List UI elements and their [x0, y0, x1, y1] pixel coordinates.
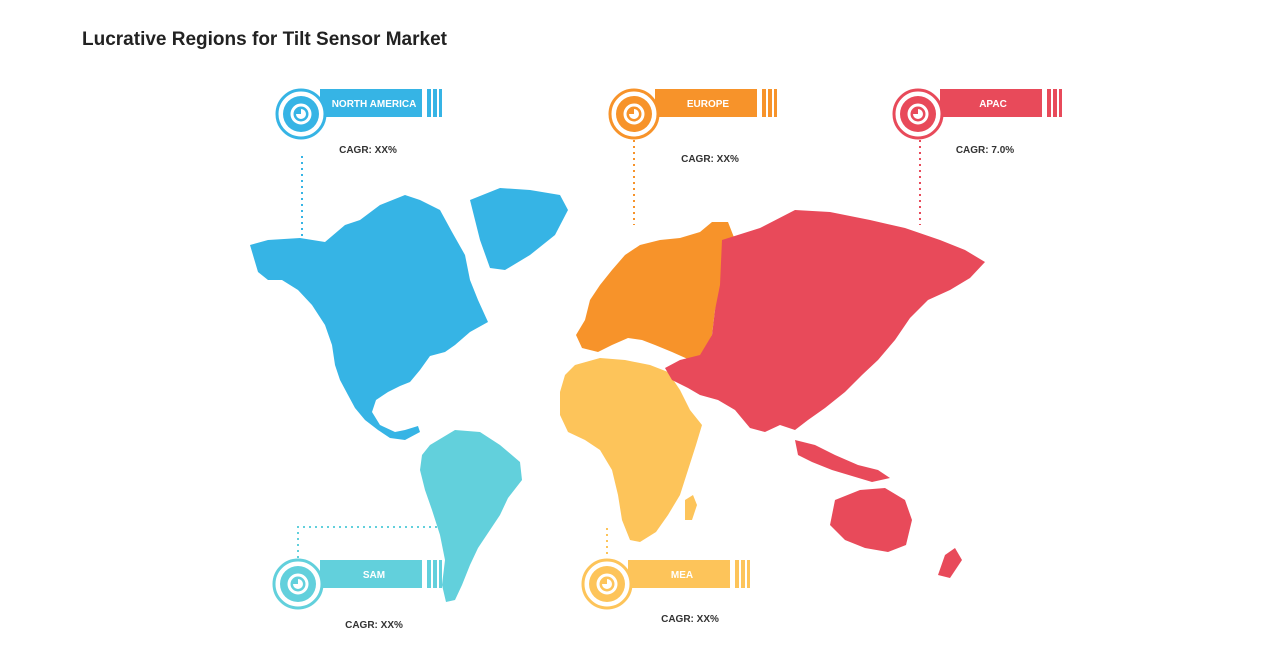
banner-stripe	[762, 89, 766, 117]
banner-stripe	[1053, 89, 1057, 117]
region-name: MEA	[671, 570, 693, 581]
banner-stripe	[768, 89, 772, 117]
label-banner	[320, 89, 422, 117]
region-badge-mea: MEA CAGR: XX%	[581, 558, 750, 625]
region-badge-europe: EUROPE CAGR: XX%	[608, 88, 777, 165]
region-badge-north-america: NORTH AMERICA CAGR: XX%	[275, 88, 442, 156]
region-badge-apac: APAC CAGR: 7.0%	[892, 88, 1062, 156]
banner-stripe	[1059, 89, 1062, 117]
banner-stripe	[735, 560, 739, 588]
banner-stripe	[427, 560, 431, 588]
leader-lines	[297, 140, 921, 558]
region-name: NORTH AMERICA	[332, 99, 417, 110]
banner-stripe	[439, 89, 442, 117]
banner-stripe	[741, 560, 745, 588]
banner-stripe	[433, 560, 437, 588]
region-cagr: CAGR: XX%	[339, 145, 397, 156]
page-title: Lucrative Regions for Tilt Sensor Market	[82, 29, 447, 50]
region-name: EUROPE	[687, 99, 730, 110]
region-cagr: CAGR: 7.0%	[956, 145, 1014, 156]
label-banner	[320, 560, 422, 588]
region-name: APAC	[979, 99, 1007, 110]
banner-stripe	[1047, 89, 1051, 117]
north-america-landmass	[250, 188, 568, 440]
banner-stripe	[427, 89, 431, 117]
banner-stripe	[439, 560, 442, 588]
banner-stripe	[747, 560, 750, 588]
south-america-landmass	[420, 430, 522, 602]
region-name: SAM	[363, 570, 385, 581]
europe-landmass	[576, 222, 735, 360]
label-banner	[628, 560, 730, 588]
banner-stripe	[433, 89, 437, 117]
region-badge-sam: SAM CAGR: XX%	[272, 558, 442, 631]
label-banner	[655, 89, 757, 117]
africa-landmass	[560, 358, 702, 542]
region-cagr: CAGR: XX%	[681, 154, 739, 165]
region-cagr: CAGR: XX%	[345, 620, 403, 631]
banner-stripe	[774, 89, 777, 117]
region-cagr: CAGR: XX%	[661, 614, 719, 625]
apac-landmass	[665, 210, 985, 578]
label-banner	[940, 89, 1042, 117]
